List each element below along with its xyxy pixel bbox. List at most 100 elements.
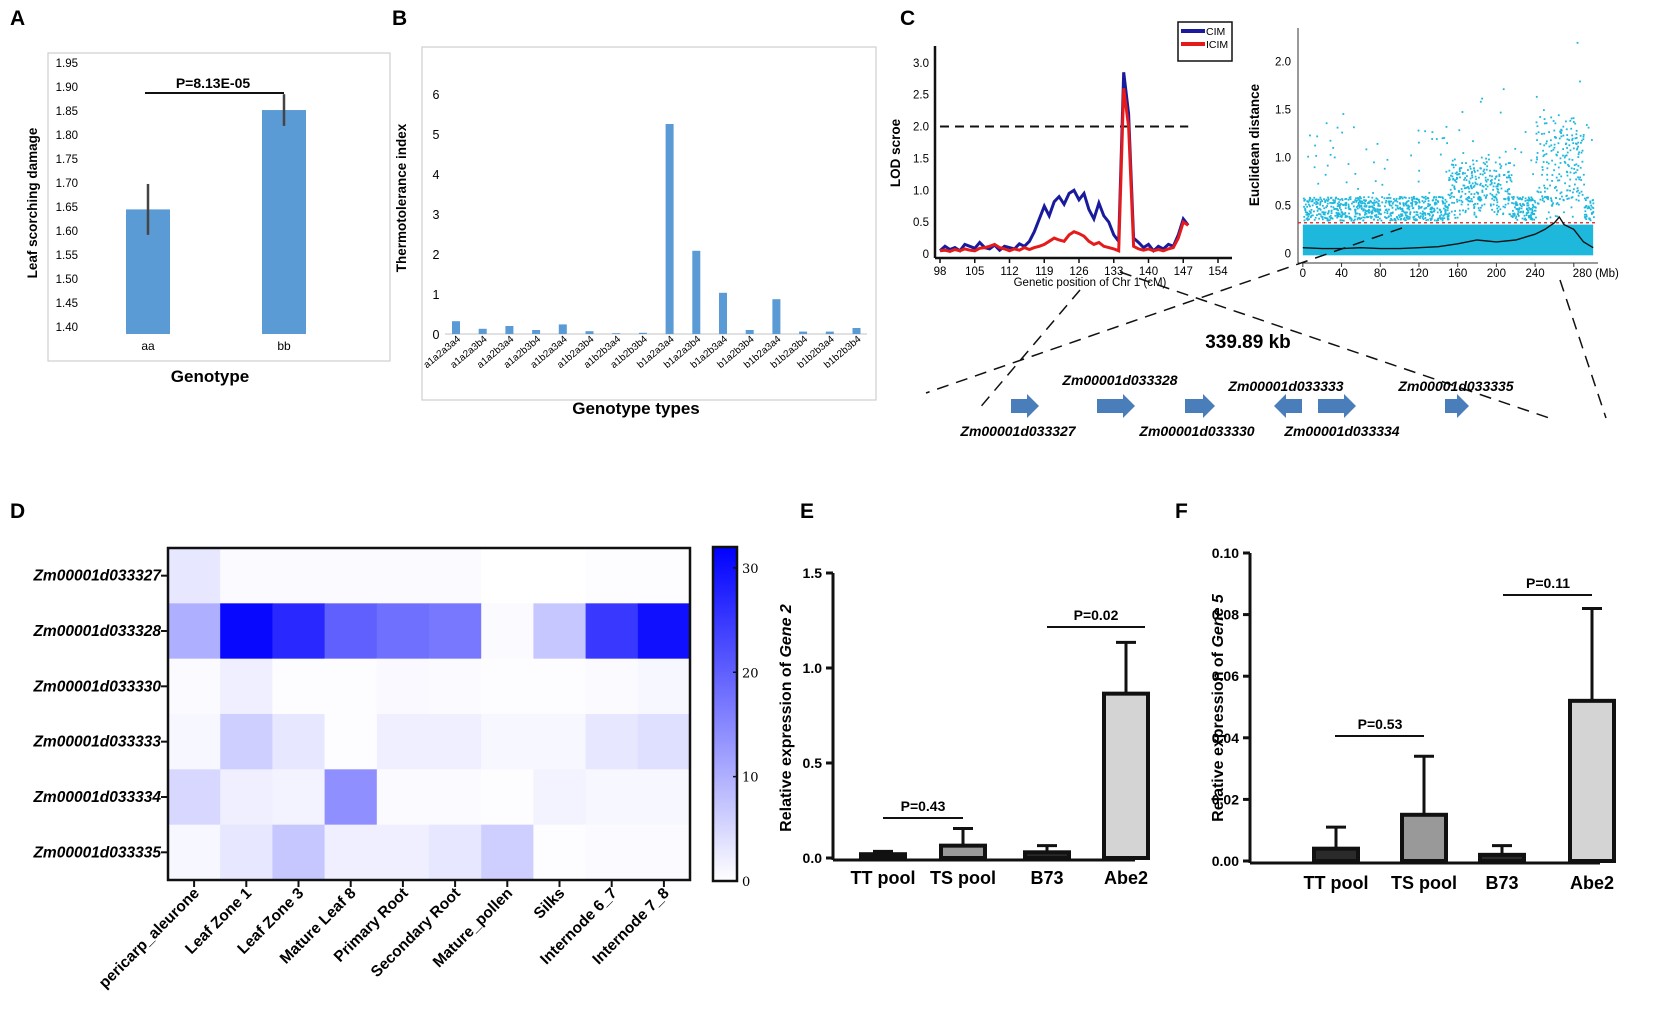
panel-c-euclid-point bbox=[1509, 176, 1512, 179]
panel-c-euclid-point bbox=[1399, 202, 1402, 205]
panel-c-euclid-point bbox=[1318, 207, 1321, 210]
panel-c-euclid-point bbox=[1582, 173, 1585, 176]
panel-c-euclid-point bbox=[1414, 200, 1417, 203]
panel-c-euclid-point bbox=[1391, 202, 1394, 205]
panel-c-euclid-point bbox=[1302, 197, 1305, 200]
panel-c-euclid-point bbox=[1448, 203, 1451, 206]
panel-c-euclid-point bbox=[1304, 208, 1307, 211]
panel-c-euclid-point bbox=[1422, 212, 1425, 215]
panel-c-euclid-point bbox=[1437, 201, 1440, 203]
panel-c-euclid-point bbox=[1357, 217, 1360, 220]
zoom-line-left-1 bbox=[977, 289, 1081, 411]
panel-c-euclid-point bbox=[1553, 129, 1556, 132]
panel-c-euclid-point bbox=[1365, 148, 1368, 151]
panel-c-euclid-point bbox=[1550, 200, 1553, 203]
panel-c-euclid-point bbox=[1532, 173, 1535, 176]
heatmap-cell bbox=[220, 603, 273, 660]
panel-c-euclid-point bbox=[1530, 212, 1533, 214]
panel-c-euclid-point bbox=[1543, 196, 1546, 199]
panel-c-euclid-point bbox=[1347, 203, 1350, 206]
panel-c-euclid-point bbox=[1435, 138, 1438, 140]
colorbar-tick-label: 10 bbox=[742, 771, 759, 786]
heatmap-cell bbox=[376, 658, 430, 715]
legend-box bbox=[1177, 21, 1233, 62]
bar-tt-pool bbox=[1312, 846, 1360, 863]
panel-c-euclid-point bbox=[1417, 141, 1420, 144]
panel-c-euclid-point bbox=[1473, 206, 1476, 208]
panel-c-euclid-point bbox=[1385, 216, 1388, 219]
panel-c-euclid-point bbox=[1336, 208, 1339, 210]
panel-c-euclid-ytick: 0 bbox=[1285, 248, 1291, 260]
panel-e-pvalue-1: P=0.43 bbox=[901, 798, 946, 814]
panel-c-euclid-point bbox=[1493, 182, 1496, 185]
panel-c-euclid-point bbox=[1579, 166, 1582, 169]
panel-c-euclid-point bbox=[1458, 199, 1461, 202]
panel-c-euclid-point bbox=[1568, 185, 1571, 187]
panel-c-euclid-point bbox=[1483, 194, 1486, 197]
heatmap-cell bbox=[272, 603, 326, 660]
panel-c-euclid-point bbox=[1390, 214, 1392, 217]
panel-c-euclid-point bbox=[1466, 175, 1468, 177]
panel-c-euclid-point bbox=[1512, 202, 1515, 205]
panel-c-euclid-point bbox=[1492, 185, 1495, 188]
heatmap-cell bbox=[481, 769, 534, 826]
panel-c-euclid-point bbox=[1349, 217, 1351, 220]
panel-c-euclid-point bbox=[1424, 198, 1427, 200]
panel-c-euclid-point bbox=[1497, 210, 1499, 213]
panel-c-euclid-point bbox=[1527, 209, 1529, 212]
heatmap-cell bbox=[429, 658, 482, 715]
panel-label-a: A bbox=[10, 7, 25, 30]
heatmap-cell bbox=[585, 548, 639, 604]
panel-c-euclid-xtick: 80 bbox=[1374, 268, 1387, 280]
panel-c-euclid-point bbox=[1422, 215, 1425, 217]
panel-c-euclid-point bbox=[1327, 198, 1330, 201]
panel-c-euclid-point bbox=[1534, 206, 1537, 209]
panel-c-euclid-point bbox=[1373, 209, 1376, 212]
panel-c-euclid-point bbox=[1321, 204, 1324, 207]
panel-c-euclid-point bbox=[1537, 191, 1540, 194]
panel-c-euclid-point bbox=[1582, 133, 1585, 136]
panel-c-euclid-point bbox=[1419, 215, 1422, 218]
panel-c-euclid-point bbox=[1525, 212, 1528, 215]
panel-c-euclid-point bbox=[1539, 116, 1542, 118]
panel-c-euclid-point bbox=[1311, 204, 1314, 207]
panel-c-euclid-point bbox=[1415, 213, 1418, 216]
bar-ts-pool bbox=[939, 843, 987, 861]
panel-c-euclid-point bbox=[1456, 198, 1458, 201]
panel-c-euclid-point bbox=[1407, 215, 1410, 218]
panel-c-euclid-point bbox=[1499, 183, 1502, 186]
panel-c-euclid-point bbox=[1545, 140, 1548, 143]
panel-c-euclid-point bbox=[1502, 205, 1505, 208]
panel-c-euclid-point bbox=[1507, 162, 1510, 165]
panel-c-euclid-point bbox=[1314, 216, 1317, 219]
panel-c-euclid-point bbox=[1425, 219, 1428, 222]
panel-c-euclid-point bbox=[1469, 185, 1472, 187]
panel-c-euclid-point bbox=[1404, 219, 1407, 222]
panel-c-euclid-point bbox=[1427, 218, 1429, 221]
panel-c-euclid-point bbox=[1366, 215, 1369, 218]
panel-c-euclid-point bbox=[1458, 209, 1461, 212]
panel-c-euclid-point bbox=[1340, 211, 1343, 213]
panel-c-euclid-point bbox=[1513, 214, 1516, 217]
panel-c-euclid-point bbox=[1311, 198, 1314, 201]
panel-c-euclid-point bbox=[1303, 215, 1306, 218]
panel-b-ytick: 3 bbox=[433, 208, 440, 222]
panel-c-euclid-point bbox=[1395, 197, 1398, 200]
panel-c-euclid-point bbox=[1319, 200, 1322, 203]
panel-c-euclid-point bbox=[1512, 196, 1515, 198]
panel-c-euclid-point bbox=[1309, 205, 1311, 208]
panel-c-euclid-point bbox=[1572, 121, 1575, 123]
panel-c-euclid-point bbox=[1519, 211, 1522, 214]
panel-c-euclid-point bbox=[1463, 178, 1465, 181]
panel-c-euclid-point bbox=[1360, 205, 1363, 207]
panel-c-euclid-point bbox=[1408, 197, 1411, 199]
panel-c-euclid-point bbox=[1369, 205, 1372, 208]
panel-c-euclid-point bbox=[1362, 208, 1365, 211]
panel-c-lod-xtick: 98 bbox=[934, 266, 947, 278]
panel-c-euclid-point bbox=[1574, 122, 1577, 125]
panel-c-euclid-point bbox=[1476, 191, 1479, 194]
panel-c-euclid-point bbox=[1384, 216, 1386, 218]
panel-c-euclid-point bbox=[1358, 216, 1361, 219]
panel-c-euclid-point bbox=[1489, 183, 1492, 186]
panel-c-euclid-point bbox=[1475, 160, 1478, 162]
